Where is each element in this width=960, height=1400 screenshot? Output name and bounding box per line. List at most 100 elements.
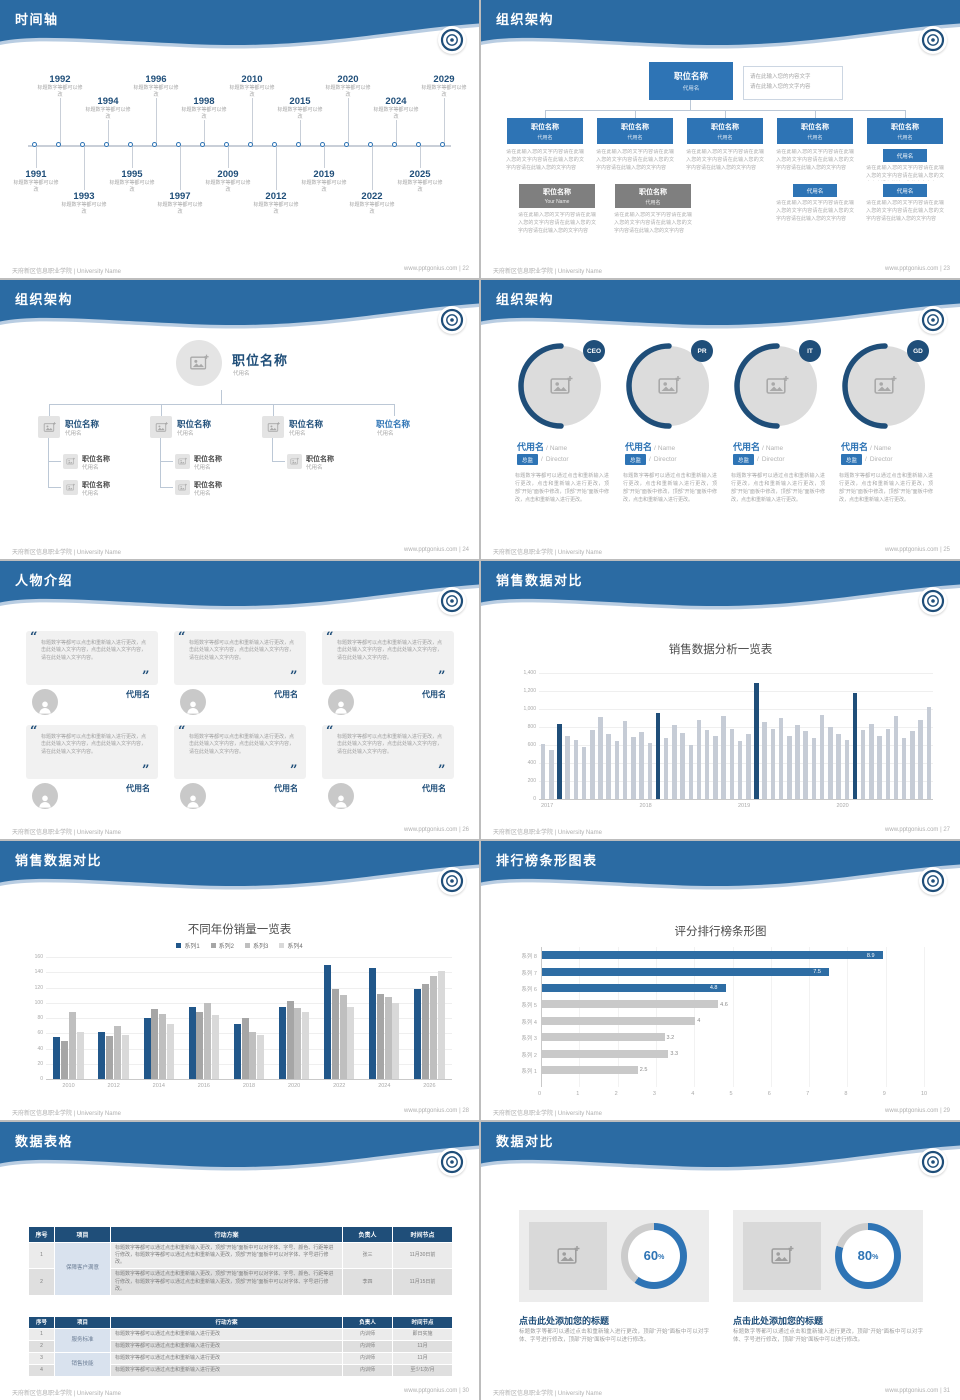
position-name: 职位名称: [673, 71, 708, 81]
role-chip: 总监: [517, 454, 539, 466]
x-axis-label: 4: [691, 1091, 695, 1098]
slide-year-chart[interactable]: 不同年份销量一览表 系列1 系列2 系列3 系列4 0 20 40 60 80 100 120 140 1…: [0, 841, 479, 1120]
timeline-dot: [272, 142, 277, 147]
connector-line: [273, 404, 274, 417]
chart-legend: 系列1 系列2 系列3 系列4: [0, 941, 479, 950]
table-cell: 标题数字等都可以通过点击和重新输入更改，顶部“开始”面板中可以对字体、字号、颜色…: [110, 1241, 343, 1270]
org-child-note: 请在此输入您的文字内容请在此输入您的文字内容请在此输入您的文字内容请在此输入您的…: [518, 212, 596, 234]
university-logo: [440, 870, 464, 893]
table-cell: 内训师: [342, 1327, 393, 1341]
person-name-en: Name: [765, 445, 784, 453]
table-header: 行动方案: [110, 1225, 343, 1243]
table-cell: 11月30日前: [392, 1241, 453, 1270]
chart-bar: [663, 737, 669, 799]
timeline-connector: [276, 146, 277, 190]
chart-bar: [852, 693, 858, 799]
chart-bar: [542, 1033, 665, 1042]
slide-data-compare[interactable]: 60% 点击此处添加您的标题 标题数字等都可以通过点击和重新输入进行更改，顶部“开始…: [481, 1121, 960, 1400]
footer-right: www.pptgonius.com | 27: [885, 827, 950, 836]
footer-site: www.pptgonius.com: [404, 546, 458, 553]
timeline-year: 1996: [145, 74, 167, 85]
chart-bar: [622, 721, 628, 799]
testimonial-card: 标题数字等都可以点击和重新输入进行更改，点击此处输入文字内容，点击此处输入文字内…: [26, 724, 158, 779]
table-row: 1 保障客户满意 标题数字等都可以通过点击和重新输入更改，顶部“开始”面板中可以对字…: [28, 1241, 453, 1297]
chart-bar: [557, 724, 562, 799]
x-axis-label: 2017: [541, 802, 554, 809]
close-quote-icon: ”: [290, 762, 298, 778]
gridline: [46, 987, 452, 989]
timeline-year: 2019: [313, 169, 335, 180]
connector-line: [48, 461, 61, 463]
person-name-en: Name: [873, 445, 892, 453]
chart-bar: [542, 1049, 669, 1058]
slide-org-chart-boxes[interactable]: 职位名称 代用名 请在此输入您的内容文字 请在此输入您的文字内容 职位名称 代用名 请在此输…: [481, 0, 960, 279]
x-axis: [539, 798, 933, 800]
percent-sign: %: [658, 1254, 665, 1262]
footer-separator: |: [938, 1107, 944, 1114]
gridline: [770, 947, 772, 1088]
slide-sales-chart[interactable]: 销售数据分析一览表 0 200 400 600 800 1,000 1,200 1,400 201…: [481, 560, 960, 840]
slide-org-chart-tree[interactable]: 职位名称 代用名 职位名称 代用名 职位名称 代用名 职位名称 代用名 职位名称 代用名 职位名称代…: [0, 280, 479, 559]
chart-bar: [98, 1031, 106, 1080]
connector-line: [49, 404, 50, 417]
gridline: [46, 1033, 452, 1035]
slide-rank-chart[interactable]: 评分排行榜条形图 0 1 2 3 4 5 6 7 8 9 10 系列 8 8.9 系列 7 7.5 系列 6 4.…: [481, 841, 960, 1120]
chart-bar: [294, 1007, 302, 1080]
chart-bar: [778, 718, 784, 799]
slide-people-intro[interactable]: 标题数字等都可以点击和重新输入进行更改，点击此处输入文字内容，点击此处输入文字内…: [0, 560, 479, 840]
progress-value: 80: [857, 1248, 873, 1264]
footer-separator: |: [457, 1107, 463, 1114]
timeline-connector: [420, 146, 421, 168]
slide-timeline[interactable]: 1991 标题数字等都可以修改 1992 标题数字等都可以修改 1993 标题数字等都可以…: [0, 0, 479, 279]
legend-label: 系列4: [287, 944, 303, 951]
person-name: 代用名: [897, 134, 913, 141]
category-label: 系列 5: [521, 1003, 537, 1010]
timeline-dot: [32, 142, 37, 147]
university-logo: [440, 589, 464, 612]
slide-footer: 天府新区信息职业学院 | University Name www.pptgoniu…: [12, 1388, 469, 1397]
org-child-note: 请在此输入您的文字内容请在此输入您的文字内容请在此输入您的文字内容请在此输入您的…: [614, 212, 692, 234]
category-label: 系列 1: [521, 1068, 537, 1075]
slide-data-tables[interactable]: 序号 项目 行动方案 负责人 时间节点 1 保障客户满意 标题数字等都可以通过点击和重新输入更…: [0, 1121, 479, 1400]
connector-line: [160, 438, 161, 489]
position-name: 职位名称: [801, 123, 829, 131]
slide-org-chart-circles[interactable]: CEO 代用名 / Name 总监 / Director 标题数字等都可以通过点击和重新输入进…: [481, 280, 960, 559]
testimonial-text: 标题数字等都可以点击和重新输入进行更改，点击此处输入文字内容，点击此处输入文字内…: [189, 639, 295, 661]
x-axis-label: 2: [614, 1091, 618, 1098]
image-placeholder-icon: [43, 421, 56, 432]
timeline-dot: [296, 142, 301, 147]
position-name: 职位名称: [621, 123, 649, 131]
org-child-note: 请在此输入您的文字内容请在此输入您的文字内容请在此输入您的文字内容请在此输入您的…: [776, 200, 854, 222]
timeline-connector: [132, 146, 133, 168]
chart-bar: [204, 1002, 212, 1080]
table-cell: 2: [28, 1339, 55, 1353]
value-label: 4: [697, 1018, 701, 1025]
sales-chart-content: 销售数据分析一览表 0 200 400 600 800 1,000 1,200 1,400 201…: [481, 561, 960, 839]
table-cell: 张三: [342, 1241, 393, 1270]
org-child-note: 请在此输入您的文字内容请在此输入您的文字内容请在此输入您的文字内容请在此输入您的…: [776, 149, 854, 171]
footer-site: www.pptgonius.com: [885, 266, 939, 273]
position-name: 职位名称: [194, 482, 222, 490]
person-role-en: Director: [653, 456, 677, 464]
x-axis-label: 1: [576, 1091, 580, 1098]
footer-school-name: 天府新区信息职业学院 | University Name: [12, 1110, 121, 1117]
timeline-dot: [368, 142, 373, 147]
role-badge: PR: [691, 340, 713, 363]
person-name: 代用名: [289, 431, 306, 438]
person-desc: 标题数字等都可以通过点击和重新输入进行更改，点击和重新输入进行更改，顶部“开始”…: [731, 473, 825, 504]
role-separator: /: [541, 456, 543, 464]
person-name: 代用名: [807, 134, 823, 141]
org-mini-box: 代用名: [793, 184, 837, 197]
person-role-line: 总监 / Director: [841, 454, 893, 466]
university-logo-badge: [438, 26, 466, 54]
position-name: 职位名称: [82, 456, 110, 464]
position-name: 职位名称: [289, 419, 324, 430]
footer-school-name: 天府新区信息职业学院 | University Name: [12, 830, 121, 837]
gridline: [46, 1018, 452, 1020]
image-placeholder-box: [529, 1221, 607, 1290]
university-logo: [440, 1150, 464, 1173]
image-placeholder-icon: [771, 1245, 794, 1264]
slide-title: 数据对比: [496, 1133, 555, 1149]
person-name: 代用名: [733, 442, 761, 453]
testimonial-text: 标题数字等都可以点击和重新输入进行更改，点击此处输入文字内容，点击此处输入文字内…: [189, 733, 295, 755]
